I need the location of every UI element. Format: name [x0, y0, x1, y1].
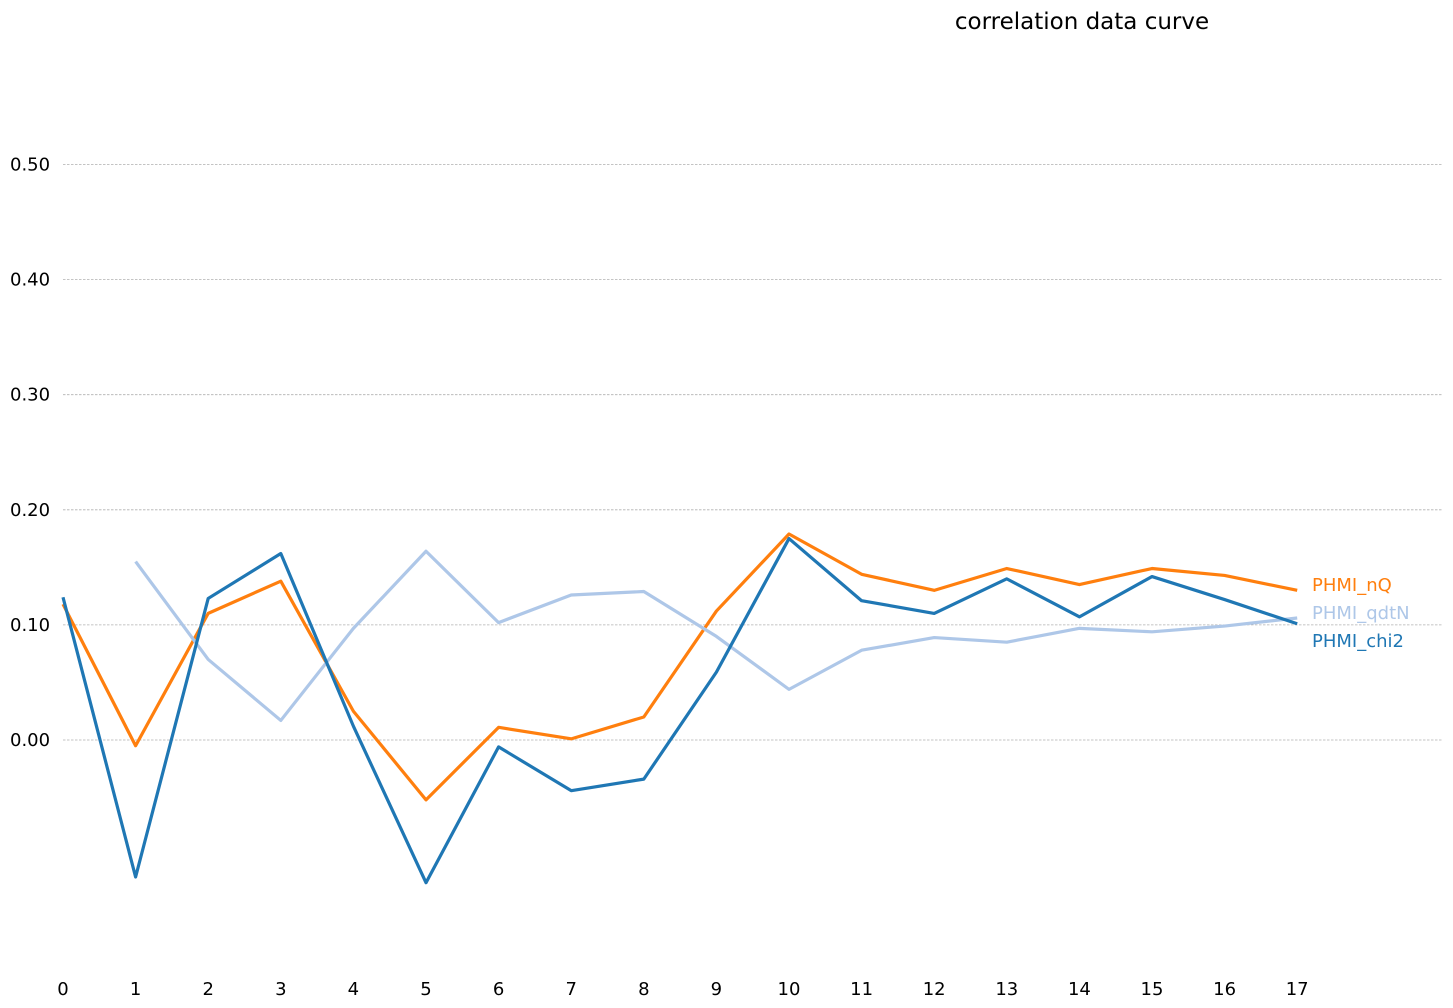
- x-tick-label: 13: [995, 979, 1018, 1000]
- y-axis-ticks: 0.00 0.10 0.20 0.30 0.40 0.50: [10, 155, 50, 752]
- x-tick-label: 5: [420, 979, 431, 1000]
- y-tick-label: 0.00: [10, 730, 50, 751]
- x-tick-label: 4: [348, 979, 359, 1000]
- x-tick-label: 0: [57, 979, 68, 1000]
- series-labels: PHMI_nQ PHMI_qdtN PHMI_chi2: [1312, 575, 1410, 652]
- series-line-phmi-qdtn: [134, 549, 1298, 723]
- y-tick-label: 0.20: [10, 500, 50, 521]
- gridlines: [63, 164, 1443, 741]
- x-tick-label: 12: [923, 979, 946, 1000]
- x-tick-label: 7: [565, 979, 576, 1000]
- y-tick-label: 0.10: [10, 615, 50, 636]
- series-lines: [61, 532, 1298, 885]
- series-label-phmi-nq: PHMI_nQ: [1312, 575, 1392, 596]
- x-tick-label: 11: [850, 979, 873, 1000]
- series-line-phmi-nq: [61, 532, 1298, 802]
- x-tick-label: 2: [202, 979, 213, 1000]
- x-tick-label: 1: [130, 979, 141, 1000]
- x-tick-label: 15: [1141, 979, 1164, 1000]
- x-tick-label: 10: [778, 979, 801, 1000]
- y-tick-label: 0.50: [10, 155, 50, 176]
- y-tick-label: 0.30: [10, 385, 50, 406]
- y-tick-label: 0.40: [10, 270, 50, 291]
- x-tick-label: 3: [275, 979, 286, 1000]
- x-axis-ticks: 0 1 2 3 4 5 6 7 8 9 10 11 12 13 14 15 16 17: [57, 979, 1308, 1000]
- series-line-phmi-chi2: [61, 536, 1298, 885]
- x-tick-label: 6: [493, 979, 504, 1000]
- x-tick-label: 14: [1068, 979, 1091, 1000]
- x-tick-label: 8: [638, 979, 649, 1000]
- x-tick-label: 16: [1213, 979, 1236, 1000]
- series-label-phmi-qdtn: PHMI_qdtN: [1312, 603, 1410, 624]
- series-label-phmi-chi2: PHMI_chi2: [1312, 631, 1404, 652]
- x-tick-label: 9: [711, 979, 722, 1000]
- chart-title: correlation data curve: [955, 9, 1209, 35]
- x-tick-label: 17: [1286, 979, 1309, 1000]
